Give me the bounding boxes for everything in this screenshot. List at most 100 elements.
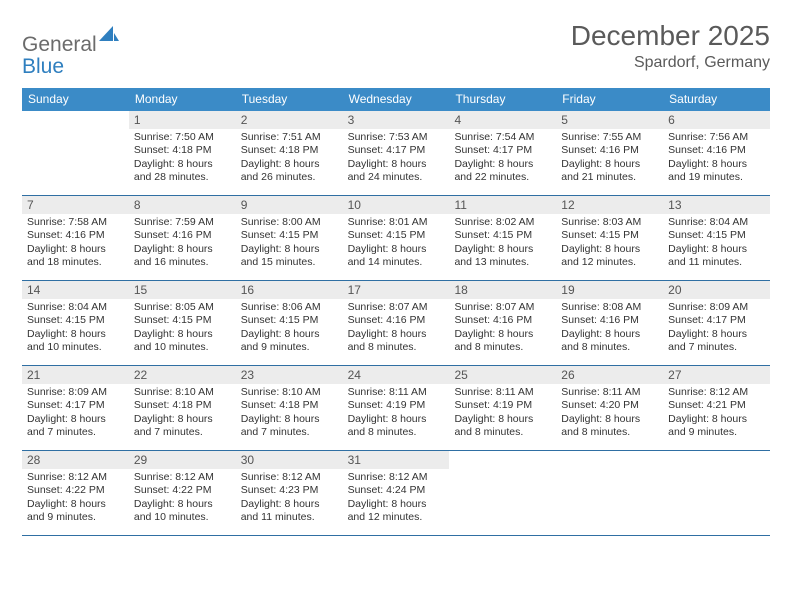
sunrise-text: Sunrise: 8:07 AM	[348, 301, 445, 314]
day-content: Sunrise: 8:12 AMSunset: 4:22 PMDaylight:…	[22, 469, 129, 529]
logo-text-blue: Blue	[22, 55, 64, 78]
day-content: Sunrise: 8:09 AMSunset: 4:17 PMDaylight:…	[22, 384, 129, 444]
daylight-text: Daylight: 8 hours and 18 minutes.	[27, 243, 124, 270]
day-number: 12	[556, 196, 663, 214]
daylight-text: Daylight: 8 hours and 9 minutes.	[668, 413, 765, 440]
sunrise-text: Sunrise: 8:06 AM	[241, 301, 338, 314]
day-number: 18	[449, 281, 556, 299]
logo: General Blue	[22, 26, 119, 78]
day-content: Sunrise: 7:58 AMSunset: 4:16 PMDaylight:…	[22, 214, 129, 274]
day-header: Sunday	[22, 88, 129, 111]
sunrise-text: Sunrise: 8:11 AM	[348, 386, 445, 399]
daylight-text: Daylight: 8 hours and 7 minutes.	[134, 413, 231, 440]
daylight-text: Daylight: 8 hours and 10 minutes.	[134, 498, 231, 525]
day-cell: 27Sunrise: 8:12 AMSunset: 4:21 PMDayligh…	[663, 366, 770, 450]
day-cell: 13Sunrise: 8:04 AMSunset: 4:15 PMDayligh…	[663, 196, 770, 280]
daylight-text: Daylight: 8 hours and 8 minutes.	[348, 413, 445, 440]
sunrise-text: Sunrise: 8:04 AM	[668, 216, 765, 229]
day-number: 22	[129, 366, 236, 384]
day-cell: 9Sunrise: 8:00 AMSunset: 4:15 PMDaylight…	[236, 196, 343, 280]
day-cell: 24Sunrise: 8:11 AMSunset: 4:19 PMDayligh…	[343, 366, 450, 450]
sunrise-text: Sunrise: 8:04 AM	[27, 301, 124, 314]
day-content: Sunrise: 8:10 AMSunset: 4:18 PMDaylight:…	[236, 384, 343, 444]
day-content: Sunrise: 7:53 AMSunset: 4:17 PMDaylight:…	[343, 129, 450, 189]
day-number: 13	[663, 196, 770, 214]
week-row: 28Sunrise: 8:12 AMSunset: 4:22 PMDayligh…	[22, 451, 770, 536]
header: General Blue December 2025 Spardorf, Ger…	[22, 20, 770, 78]
day-content: Sunrise: 8:11 AMSunset: 4:19 PMDaylight:…	[343, 384, 450, 444]
daylight-text: Daylight: 8 hours and 15 minutes.	[241, 243, 338, 270]
sunset-text: Sunset: 4:18 PM	[241, 144, 338, 157]
sunset-text: Sunset: 4:15 PM	[561, 229, 658, 242]
daylight-text: Daylight: 8 hours and 8 minutes.	[561, 328, 658, 355]
day-content: Sunrise: 8:08 AMSunset: 4:16 PMDaylight:…	[556, 299, 663, 359]
day-content: Sunrise: 8:12 AMSunset: 4:21 PMDaylight:…	[663, 384, 770, 444]
day-number: 27	[663, 366, 770, 384]
day-number: 21	[22, 366, 129, 384]
day-number: 25	[449, 366, 556, 384]
sunrise-text: Sunrise: 8:09 AM	[668, 301, 765, 314]
sunrise-text: Sunrise: 8:12 AM	[134, 471, 231, 484]
day-cell: 4Sunrise: 7:54 AMSunset: 4:17 PMDaylight…	[449, 111, 556, 195]
title-block: December 2025 Spardorf, Germany	[571, 20, 770, 72]
sunset-text: Sunset: 4:16 PM	[561, 144, 658, 157]
daylight-text: Daylight: 8 hours and 10 minutes.	[27, 328, 124, 355]
day-content: Sunrise: 7:51 AMSunset: 4:18 PMDaylight:…	[236, 129, 343, 189]
day-number	[449, 451, 556, 469]
sunrise-text: Sunrise: 8:11 AM	[454, 386, 551, 399]
week-row: 14Sunrise: 8:04 AMSunset: 4:15 PMDayligh…	[22, 281, 770, 366]
daylight-text: Daylight: 8 hours and 13 minutes.	[454, 243, 551, 270]
day-cell: 10Sunrise: 8:01 AMSunset: 4:15 PMDayligh…	[343, 196, 450, 280]
day-header: Thursday	[449, 88, 556, 111]
day-header-row: SundayMondayTuesdayWednesdayThursdayFrid…	[22, 88, 770, 111]
day-number: 23	[236, 366, 343, 384]
day-cell: 12Sunrise: 8:03 AMSunset: 4:15 PMDayligh…	[556, 196, 663, 280]
month-title: December 2025	[571, 20, 770, 52]
sunset-text: Sunset: 4:22 PM	[134, 484, 231, 497]
daylight-text: Daylight: 8 hours and 16 minutes.	[134, 243, 231, 270]
location-label: Spardorf, Germany	[571, 54, 770, 72]
day-header: Wednesday	[343, 88, 450, 111]
day-content: Sunrise: 8:01 AMSunset: 4:15 PMDaylight:…	[343, 214, 450, 274]
sunset-text: Sunset: 4:20 PM	[561, 399, 658, 412]
sunset-text: Sunset: 4:15 PM	[348, 229, 445, 242]
sunset-text: Sunset: 4:21 PM	[668, 399, 765, 412]
day-number: 9	[236, 196, 343, 214]
sunrise-text: Sunrise: 8:00 AM	[241, 216, 338, 229]
sunrise-text: Sunrise: 7:50 AM	[134, 131, 231, 144]
day-cell: 3Sunrise: 7:53 AMSunset: 4:17 PMDaylight…	[343, 111, 450, 195]
sunrise-text: Sunrise: 8:03 AM	[561, 216, 658, 229]
day-cell	[449, 451, 556, 535]
day-content: Sunrise: 8:12 AMSunset: 4:23 PMDaylight:…	[236, 469, 343, 529]
day-number: 28	[22, 451, 129, 469]
day-cell	[556, 451, 663, 535]
calendar-grid: SundayMondayTuesdayWednesdayThursdayFrid…	[22, 88, 770, 536]
sunrise-text: Sunrise: 8:10 AM	[241, 386, 338, 399]
day-content: Sunrise: 8:07 AMSunset: 4:16 PMDaylight:…	[343, 299, 450, 359]
day-content: Sunrise: 8:12 AMSunset: 4:24 PMDaylight:…	[343, 469, 450, 529]
daylight-text: Daylight: 8 hours and 24 minutes.	[348, 158, 445, 185]
day-content: Sunrise: 8:02 AMSunset: 4:15 PMDaylight:…	[449, 214, 556, 274]
day-content: Sunrise: 7:59 AMSunset: 4:16 PMDaylight:…	[129, 214, 236, 274]
day-cell: 31Sunrise: 8:12 AMSunset: 4:24 PMDayligh…	[343, 451, 450, 535]
week-row: 7Sunrise: 7:58 AMSunset: 4:16 PMDaylight…	[22, 196, 770, 281]
day-number	[556, 451, 663, 469]
day-number: 16	[236, 281, 343, 299]
daylight-text: Daylight: 8 hours and 10 minutes.	[134, 328, 231, 355]
day-content: Sunrise: 8:11 AMSunset: 4:19 PMDaylight:…	[449, 384, 556, 444]
day-cell: 11Sunrise: 8:02 AMSunset: 4:15 PMDayligh…	[449, 196, 556, 280]
sunrise-text: Sunrise: 8:05 AM	[134, 301, 231, 314]
sunset-text: Sunset: 4:16 PM	[561, 314, 658, 327]
daylight-text: Daylight: 8 hours and 7 minutes.	[241, 413, 338, 440]
daylight-text: Daylight: 8 hours and 28 minutes.	[134, 158, 231, 185]
day-cell: 15Sunrise: 8:05 AMSunset: 4:15 PMDayligh…	[129, 281, 236, 365]
sunrise-text: Sunrise: 7:51 AM	[241, 131, 338, 144]
sunset-text: Sunset: 4:17 PM	[27, 399, 124, 412]
logo-text-general: General	[22, 33, 97, 56]
daylight-text: Daylight: 8 hours and 8 minutes.	[348, 328, 445, 355]
day-number: 1	[129, 111, 236, 129]
sunset-text: Sunset: 4:19 PM	[348, 399, 445, 412]
day-cell	[22, 111, 129, 195]
sunrise-text: Sunrise: 8:10 AM	[134, 386, 231, 399]
day-header: Saturday	[663, 88, 770, 111]
